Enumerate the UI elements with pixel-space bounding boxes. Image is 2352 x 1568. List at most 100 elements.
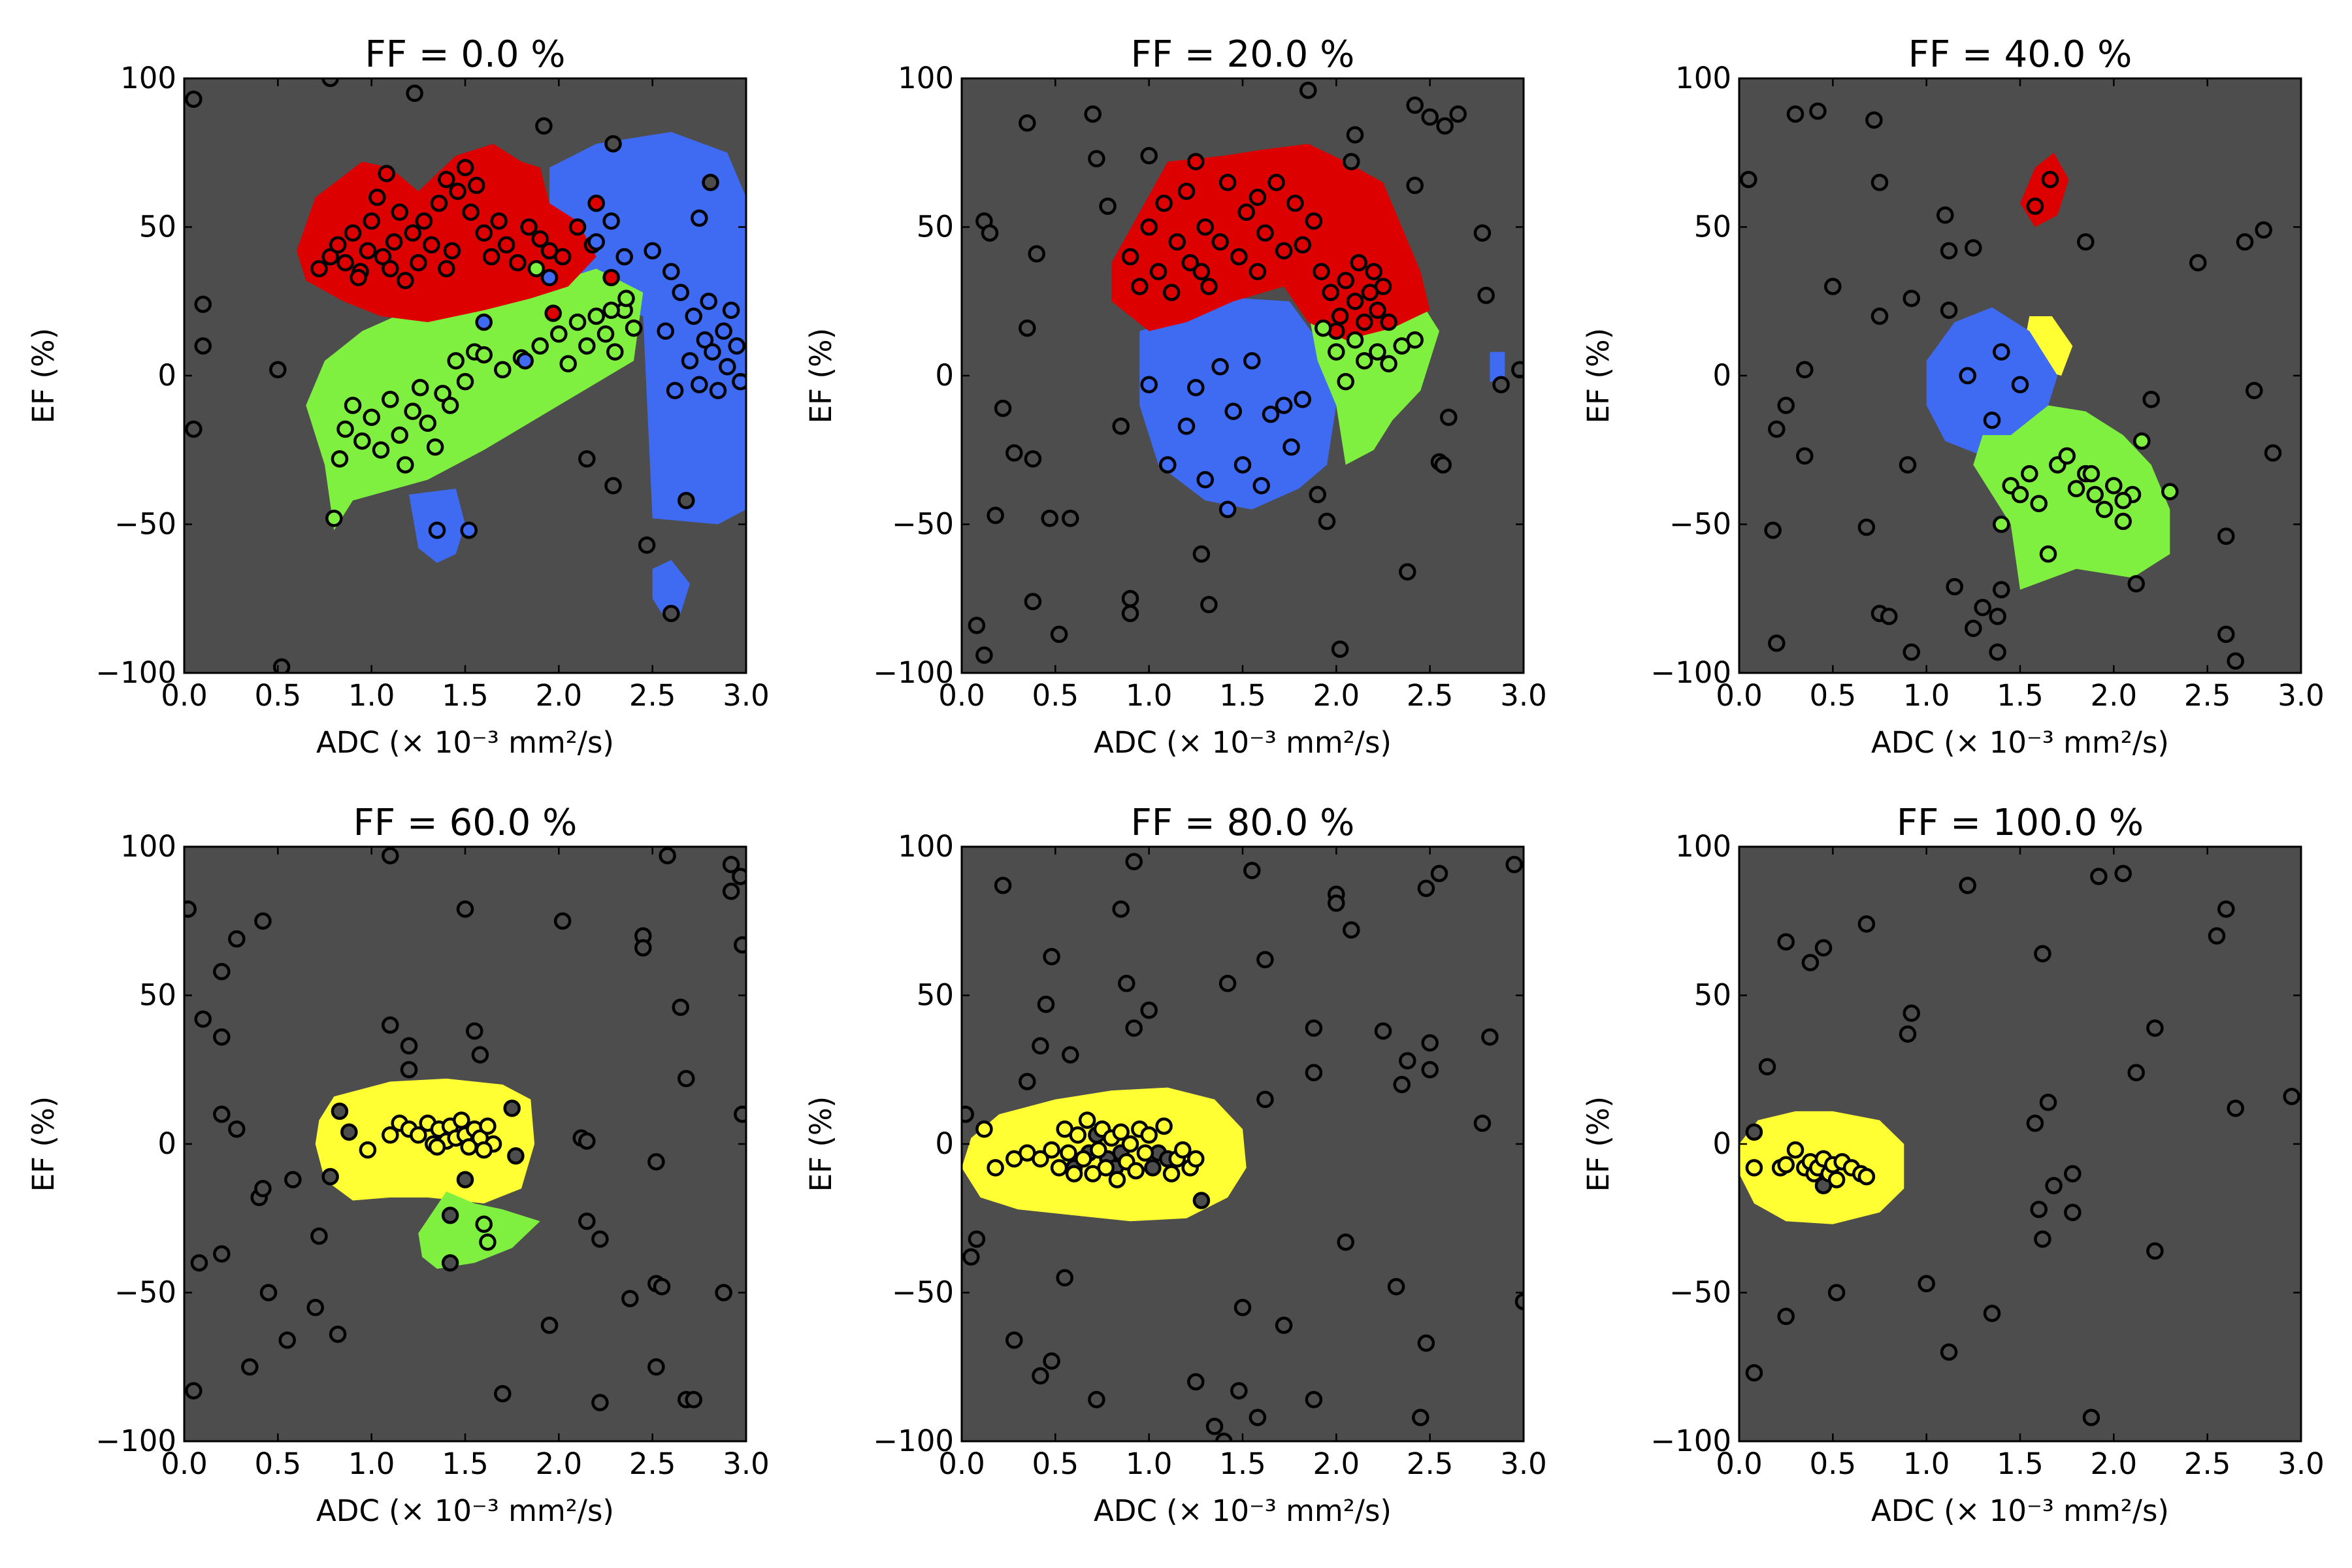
data-point <box>1786 1141 1805 1159</box>
data-point <box>456 1171 474 1188</box>
data-point <box>1282 438 1300 456</box>
data-point <box>1940 301 1958 319</box>
data-point <box>359 242 377 260</box>
data-point <box>1256 1090 1274 1109</box>
data-point <box>1243 862 1261 879</box>
y-tick-label: −50 <box>1669 1275 1731 1310</box>
data-point <box>372 441 390 459</box>
data-point <box>1745 1123 1763 1141</box>
y-tick-label: −100 <box>1650 1424 1731 1458</box>
region-green <box>1973 405 2170 590</box>
data-point <box>382 1016 399 1034</box>
data-point <box>441 1206 459 1224</box>
data-point <box>310 259 328 278</box>
x-tick-label: 1.5 <box>1997 678 2044 713</box>
x-tick-label: 1.5 <box>1219 678 1266 713</box>
data-point <box>1181 253 1199 272</box>
data-point <box>1196 218 1214 236</box>
data-point <box>591 1394 609 1412</box>
data-point <box>587 194 605 212</box>
data-point <box>1918 1275 1935 1293</box>
data-point <box>578 1132 596 1150</box>
x-tick-label: 0.5 <box>1032 678 1079 713</box>
data-point <box>672 284 689 301</box>
data-point <box>426 438 444 456</box>
data-point <box>638 536 656 554</box>
data-point <box>732 868 746 885</box>
y-tick-label: −50 <box>1669 507 1731 542</box>
data-point <box>1322 284 1339 301</box>
panel-title: FF = 20.0 % <box>1131 33 1355 76</box>
data-point <box>479 1233 497 1251</box>
data-point <box>415 212 433 230</box>
data-points <box>185 78 746 673</box>
data-point <box>1857 518 1876 536</box>
data-point <box>1140 1002 1158 1019</box>
y-tick-label: 100 <box>120 829 176 864</box>
data-point <box>1936 206 1954 224</box>
data-point <box>1473 224 1492 242</box>
data-point <box>722 883 740 900</box>
data-point <box>1337 372 1354 391</box>
data-point <box>475 224 493 242</box>
data-point <box>1084 105 1102 123</box>
data-point <box>2039 1094 2057 1111</box>
data-point <box>2011 376 2029 393</box>
data-point <box>1230 248 1248 266</box>
data-point <box>1090 1141 1107 1159</box>
y-tick-label: 0 <box>157 1126 176 1161</box>
data-point <box>213 1245 231 1263</box>
data-point <box>2217 527 2235 545</box>
data-point <box>423 236 440 254</box>
data-point <box>1211 233 1229 251</box>
data-point <box>1032 1367 1049 1385</box>
data-point <box>1275 1316 1293 1334</box>
data-point <box>604 135 622 153</box>
data-point <box>553 912 572 930</box>
data-point <box>591 1230 609 1248</box>
data-point <box>329 236 347 254</box>
data-point <box>184 900 197 918</box>
data-point <box>467 176 485 195</box>
data-point <box>382 391 399 408</box>
data-point <box>1062 510 1079 527</box>
x-tick-label: 2.0 <box>2091 1446 2138 1481</box>
data-point <box>456 900 474 918</box>
data-point <box>1337 1233 1354 1251</box>
data-point <box>540 1316 559 1334</box>
data-point <box>1019 114 1036 132</box>
data-point <box>1796 447 1814 465</box>
x-tick-label: 2.5 <box>1407 1446 1454 1481</box>
y-tick-label: 100 <box>898 61 954 95</box>
data-point <box>1237 203 1255 221</box>
data-point <box>1121 1135 1139 1153</box>
data-point <box>1050 1159 1068 1177</box>
data-point <box>507 1147 525 1165</box>
data-point <box>550 325 568 343</box>
data-point <box>419 414 436 433</box>
scatter-panel: 0.0 0.5 1.0 1.5 2.0 2.5 3.0 −100 −50 0 50 100 FF = 0… <box>26 33 770 760</box>
data-point <box>1050 625 1068 644</box>
data-point <box>1824 278 1842 295</box>
data-point <box>443 242 461 260</box>
data-point <box>715 1284 732 1301</box>
data-point <box>2030 1200 2048 1218</box>
data-point <box>382 847 399 864</box>
data-point <box>1019 319 1036 337</box>
x-tick-label: 2.5 <box>629 1446 676 1481</box>
region-blue <box>652 560 690 613</box>
data-point <box>1019 1073 1036 1090</box>
data-point <box>602 301 620 319</box>
data-point <box>1328 894 1345 912</box>
data-point <box>2208 927 2226 945</box>
data-point <box>404 402 421 420</box>
data-point <box>1060 1144 1077 1162</box>
data-point <box>1940 242 1958 260</box>
data-point <box>410 1126 427 1144</box>
data-point <box>1118 975 1135 992</box>
data-point <box>1412 1409 1429 1426</box>
data-point <box>662 604 680 623</box>
data-point <box>1369 301 1386 319</box>
data-point <box>1112 1123 1130 1141</box>
data-point <box>1267 174 1285 191</box>
